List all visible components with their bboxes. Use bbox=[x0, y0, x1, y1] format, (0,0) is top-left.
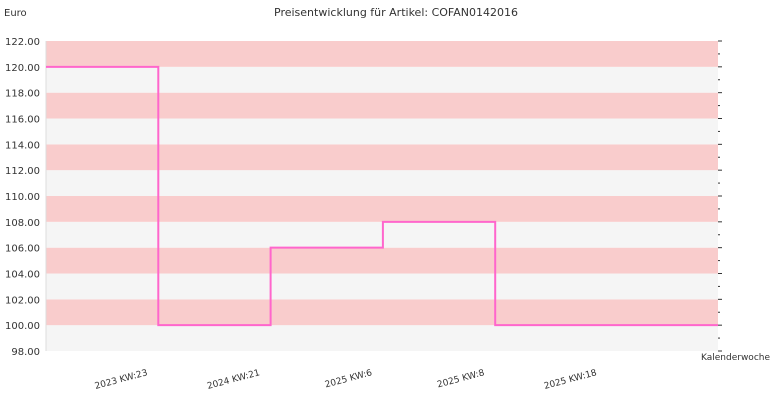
y-tick-label: 118.00 bbox=[5, 89, 40, 100]
y-tick-label: 116.00 bbox=[5, 115, 40, 126]
grid-band bbox=[46, 119, 718, 145]
y-tick-label: 110.00 bbox=[5, 192, 40, 203]
grid-band bbox=[46, 170, 718, 196]
x-tick-label: 2025 KW:6 bbox=[324, 368, 374, 390]
grid-band bbox=[46, 248, 718, 274]
grid-band bbox=[46, 93, 718, 119]
x-axis-ticks: 2023 KW:23 2024 KW:21 2025 KW:6 2025 KW:8 20… bbox=[94, 368, 598, 392]
y-tick-label: 100.00 bbox=[5, 321, 40, 332]
y-tick-label: 120.00 bbox=[5, 63, 40, 74]
grid-band bbox=[46, 299, 718, 325]
x-tick-label: 2025 KW:18 bbox=[543, 368, 598, 392]
x-tick-label: 2024 KW:21 bbox=[206, 368, 261, 392]
x-tick-label: 2025 KW:8 bbox=[436, 368, 486, 390]
grid-band bbox=[46, 41, 718, 67]
grid-band bbox=[46, 67, 718, 93]
grid-band bbox=[46, 274, 718, 300]
y-tick-label: 114.00 bbox=[5, 140, 40, 151]
x-axis-label: Kalenderwoche bbox=[701, 353, 770, 363]
background-bands bbox=[46, 41, 718, 351]
y-tick-label: 108.00 bbox=[5, 218, 40, 229]
y-tick-label: 106.00 bbox=[5, 244, 40, 255]
y-axis-label: Euro bbox=[4, 8, 27, 19]
grid-band bbox=[46, 196, 718, 222]
grid-band bbox=[46, 325, 718, 351]
grid-band bbox=[46, 144, 718, 170]
chart-title: Preisentwicklung für Artikel: COFAN01420… bbox=[274, 6, 518, 19]
y-tick-label: 112.00 bbox=[5, 166, 40, 177]
y-tick-label: 98.00 bbox=[11, 347, 40, 358]
y-tick-label: 102.00 bbox=[5, 295, 40, 306]
y-tick-label: 122.00 bbox=[5, 37, 40, 48]
y-tick-label: 104.00 bbox=[5, 270, 40, 281]
x-tick-label: 2023 KW:23 bbox=[94, 368, 149, 392]
